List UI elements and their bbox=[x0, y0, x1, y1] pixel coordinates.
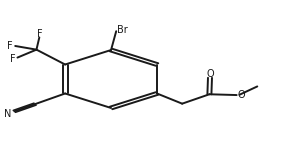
Text: F: F bbox=[7, 41, 13, 51]
Text: Br: Br bbox=[117, 25, 128, 35]
Text: F: F bbox=[37, 29, 42, 39]
Text: O: O bbox=[237, 90, 245, 100]
Text: F: F bbox=[10, 55, 16, 64]
Text: O: O bbox=[206, 69, 214, 79]
Text: N: N bbox=[4, 109, 12, 119]
